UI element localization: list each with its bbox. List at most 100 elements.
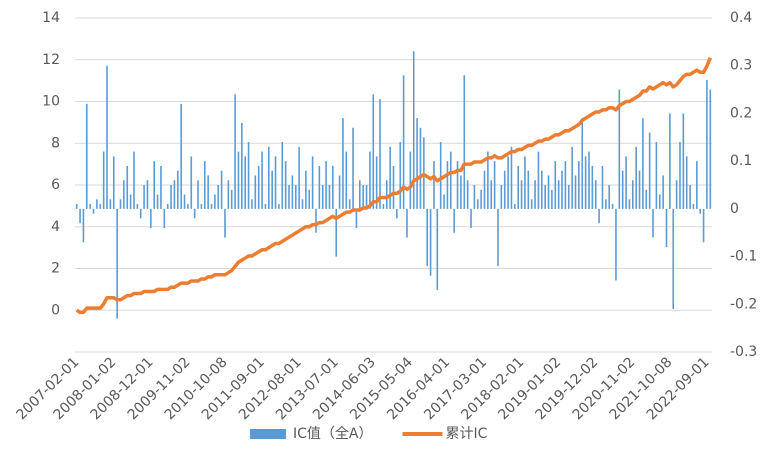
bar <box>689 185 691 209</box>
y2-tick-label: 0.4 <box>730 10 752 26</box>
bar <box>197 180 199 209</box>
bar <box>271 170 273 209</box>
bar <box>379 99 381 209</box>
bar <box>527 170 530 209</box>
bar <box>345 151 348 209</box>
bar <box>96 199 98 209</box>
bar <box>584 156 587 209</box>
bar <box>503 170 506 209</box>
bar <box>567 185 570 209</box>
legend-label: IC值（全A） <box>293 425 372 442</box>
bar <box>156 194 159 209</box>
bar <box>483 170 486 209</box>
bar <box>146 180 149 209</box>
bar <box>625 156 627 209</box>
bar <box>291 175 294 209</box>
bar <box>487 151 489 209</box>
bar <box>112 156 115 209</box>
bar <box>382 204 385 209</box>
bar <box>75 204 78 209</box>
bar <box>210 204 213 209</box>
bar <box>608 185 611 209</box>
bar <box>446 161 449 209</box>
bar <box>672 208 675 310</box>
bar <box>301 199 304 209</box>
bar <box>658 194 661 209</box>
bar <box>476 199 479 209</box>
bar <box>409 151 412 209</box>
bar <box>456 161 459 209</box>
bar <box>426 208 429 267</box>
bar <box>311 156 314 209</box>
bar <box>419 127 422 209</box>
bar <box>611 204 614 209</box>
bar <box>136 204 139 209</box>
bar <box>389 146 391 209</box>
bar <box>493 161 496 209</box>
bar <box>220 170 223 209</box>
bar <box>328 185 331 209</box>
bar <box>547 175 550 209</box>
bar <box>281 142 284 209</box>
bar <box>187 204 189 209</box>
bar <box>203 161 206 209</box>
y2-tick-label: -0.3 <box>730 344 757 360</box>
bar <box>267 146 270 209</box>
bar <box>520 180 523 209</box>
bar <box>642 118 644 209</box>
bar <box>85 103 88 209</box>
bar <box>358 180 361 209</box>
bar <box>540 170 543 209</box>
bar <box>214 194 216 209</box>
bar <box>92 208 95 214</box>
bar <box>305 170 307 209</box>
bar <box>665 208 668 248</box>
bar <box>645 189 648 209</box>
bar <box>332 165 334 209</box>
y-tick-label: 4 <box>51 219 60 235</box>
bar <box>308 189 311 209</box>
legend-label: 累计IC <box>445 426 487 442</box>
bar <box>261 151 263 209</box>
bar <box>244 156 247 209</box>
bar <box>581 118 584 209</box>
bar <box>335 208 338 257</box>
y2-tick-label: 0.3 <box>730 58 752 74</box>
bar <box>561 170 563 209</box>
y2-tick-label: 0.2 <box>730 105 752 121</box>
bar <box>406 208 408 238</box>
bar <box>102 151 105 209</box>
bar <box>621 170 624 209</box>
bar <box>628 199 631 209</box>
bar <box>288 185 290 209</box>
bar <box>463 75 466 209</box>
bar <box>396 208 398 219</box>
bar <box>173 180 176 209</box>
bar <box>362 185 364 209</box>
bar <box>655 142 658 209</box>
bar <box>416 118 418 209</box>
bar <box>193 208 196 219</box>
bar <box>251 199 253 209</box>
bar <box>635 146 637 209</box>
bar <box>500 185 503 209</box>
bar <box>682 113 685 209</box>
bar <box>618 89 621 209</box>
bar <box>321 185 324 209</box>
bar <box>706 80 708 209</box>
bar <box>554 161 557 209</box>
bar <box>514 204 516 209</box>
bar <box>631 180 634 209</box>
bar <box>588 151 590 209</box>
bar <box>264 204 267 209</box>
bar <box>369 151 371 209</box>
bar <box>352 127 354 209</box>
bar <box>534 180 536 209</box>
line <box>75 57 712 315</box>
bar <box>126 165 129 209</box>
bar <box>163 208 166 228</box>
bar <box>412 51 415 209</box>
bar <box>325 161 327 209</box>
bar <box>180 103 182 209</box>
bar <box>591 165 594 209</box>
